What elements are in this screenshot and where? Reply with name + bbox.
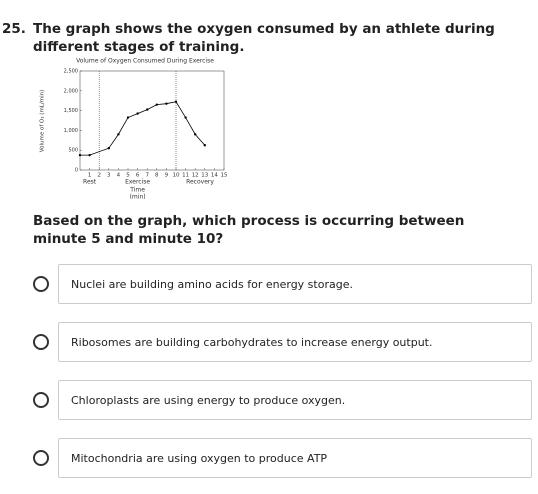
- data-point: [194, 133, 197, 136]
- y-tick-label: 2,000: [64, 88, 78, 94]
- x-axis-label: Time: [129, 187, 145, 194]
- data-point: [88, 153, 91, 157]
- y-tick-label: 1,000: [64, 128, 78, 134]
- data-point: [107, 147, 111, 150]
- chart: Volume of Oxygen Consumed During Exercis…: [40, 58, 228, 201]
- radio-button[interactable]: [33, 276, 49, 292]
- x-tick-label: 10: [173, 173, 180, 179]
- phase-label: Recovery: [186, 179, 214, 186]
- y-tick-label: 1,500: [64, 108, 78, 114]
- chart-title: Volume of Oxygen Consumed During Exercis…: [76, 58, 214, 65]
- answer-option[interactable]: Mitochondria are using oxygen to produce…: [58, 438, 532, 478]
- x-tick-label: 1: [88, 173, 92, 179]
- x-tick-label: 13: [201, 173, 208, 179]
- x-axis-unit: (min): [130, 194, 146, 201]
- x-tick-label: 3: [107, 173, 111, 179]
- data-point: [174, 100, 178, 103]
- data-point: [136, 112, 139, 115]
- x-tick-label: 11: [182, 173, 189, 179]
- x-tick-label: 6: [136, 173, 140, 179]
- x-tick-label: 7: [145, 173, 149, 179]
- data-point: [146, 108, 149, 111]
- answer-option[interactable]: Ribosomes are building carbohydrates to …: [58, 322, 532, 362]
- y-tick-label: 500: [68, 148, 78, 154]
- x-tick-label: 2: [97, 173, 101, 179]
- data-point: [155, 103, 158, 106]
- prompt: Based on the graph, which process is occ…: [33, 213, 465, 247]
- x-tick-label: 14: [211, 173, 218, 179]
- radio-button[interactable]: [33, 392, 49, 408]
- phase-label: Rest: [83, 179, 97, 186]
- x-tick-label: 12: [192, 173, 199, 179]
- question-text: The graph shows the oxygen consumed by a…: [33, 21, 495, 55]
- answer-option[interactable]: Nuclei are building amino acids for ener…: [58, 264, 532, 304]
- data-point: [117, 133, 120, 136]
- data-point: [165, 102, 168, 105]
- y-axis-label: Volume of O₂ (mL/min): [40, 90, 46, 152]
- y-tick-label: 2,500: [64, 69, 78, 75]
- x-tick-label: 8: [155, 173, 159, 179]
- x-tick-label: 9: [165, 173, 169, 179]
- data-point: [203, 144, 206, 147]
- data-line: [80, 101, 206, 156]
- answer-option[interactable]: Chloroplasts are using energy to produce…: [58, 380, 532, 420]
- data-point: [184, 116, 187, 119]
- plot-frame: [79, 70, 225, 171]
- x-tick-label: 5: [126, 173, 130, 179]
- data-point: [78, 153, 82, 157]
- phase-label: Exercise: [125, 179, 150, 186]
- radio-button[interactable]: [33, 334, 49, 350]
- radio-button[interactable]: [33, 450, 49, 466]
- y-tick-label: 0: [75, 168, 78, 174]
- x-tick-label: 4: [117, 173, 121, 179]
- x-tick-label: 15: [221, 173, 228, 179]
- data-point: [126, 116, 130, 119]
- question-number: 25.: [2, 21, 26, 37]
